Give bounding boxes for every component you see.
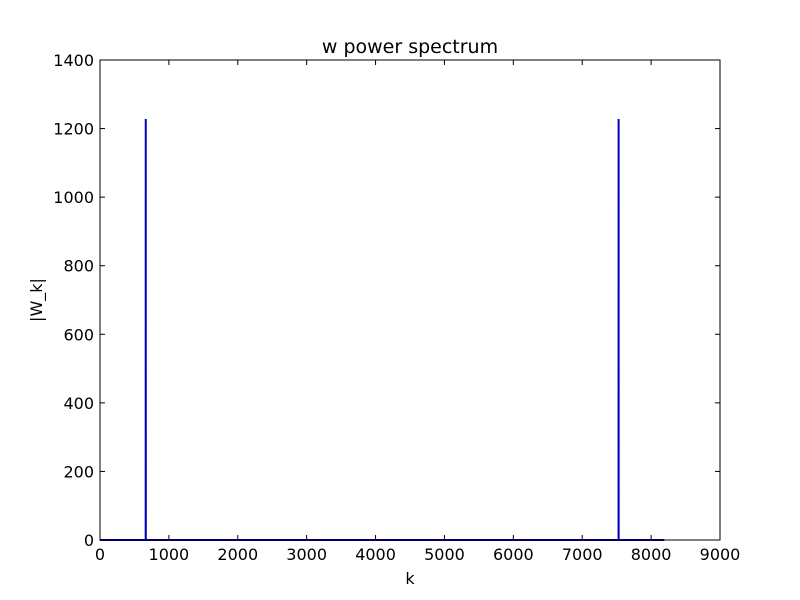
y-tick-label-7: 1400 [53, 51, 94, 70]
x-tick-label-1: 1000 [149, 545, 190, 564]
x-tick-label-3: 3000 [286, 545, 327, 564]
series-layer [100, 118, 665, 541]
x-axis-label: k [405, 569, 415, 588]
x-tick-label-9: 9000 [700, 545, 741, 564]
x-tick-label-4: 4000 [355, 545, 396, 564]
x-axis: 0 1000 2000 3000 4000 5000 6000 7000 8000 9000 [95, 60, 740, 564]
x-tick-label-5: 5000 [424, 545, 465, 564]
x-tick-label-0: 0 [95, 545, 105, 564]
y-tick-label-1: 200 [63, 462, 94, 481]
chart-title: w power spectrum [322, 36, 498, 58]
y-tick-label-4: 800 [63, 257, 94, 276]
series-line-0 [100, 118, 665, 541]
y-tick-label-3: 600 [63, 325, 94, 344]
y-tick-label-0: 0 [84, 531, 94, 550]
y-tick-label-2: 400 [63, 394, 94, 413]
x-tick-label-8: 8000 [631, 545, 672, 564]
y-tick-label-6: 1200 [53, 120, 94, 139]
plot-frame [99, 59, 721, 541]
y-axis: 0 200 400 600 800 1000 1200 1400 [53, 51, 720, 550]
x-tick-label-6: 6000 [493, 545, 534, 564]
x-tick-label-2: 2000 [217, 545, 258, 564]
y-axis-label: |W_k| [27, 278, 47, 322]
x-tick-label-7: 7000 [562, 545, 603, 564]
y-tick-label-5: 1000 [53, 188, 94, 207]
